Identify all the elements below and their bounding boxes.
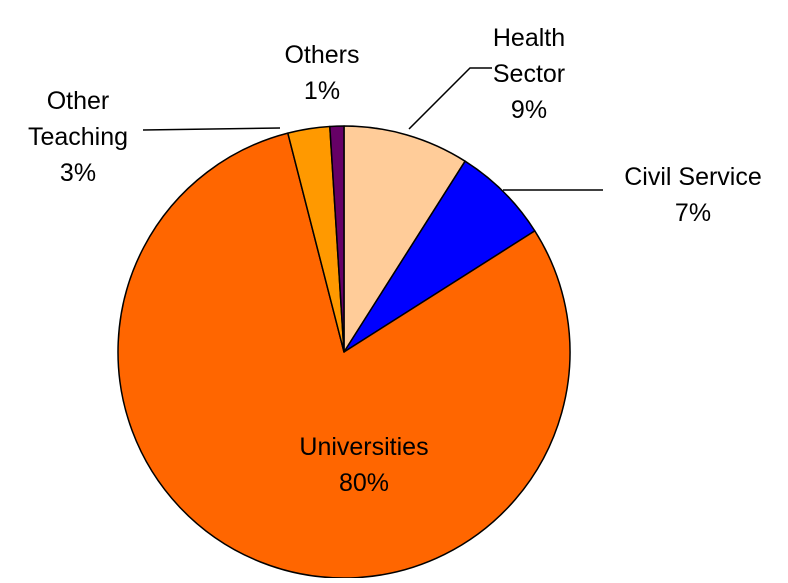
pie-slice-health-sector [343,125,466,353]
leader-line-health-sector [408,67,492,130]
data-label-category: Civil Service [624,163,762,191]
data-label-category: Teaching [28,123,128,151]
data-label-category: Health [493,24,565,52]
labels-layer: Health Sector 9% Civil Service 7% Universitie… [28,24,762,497]
data-label-other-teaching: Other Teaching 3% [28,87,128,187]
leader-line-other-teaching [142,127,281,131]
data-label-percent: 80% [339,469,389,497]
data-label-category: Sector [493,60,565,88]
leader-lines-layer [142,67,603,191]
data-label-percent: 3% [60,159,96,187]
slices-layer [117,125,571,579]
data-label-civil-service: Civil Service 7% [624,163,762,227]
data-label-percent: 1% [304,77,340,105]
data-label-percent: 9% [511,96,547,124]
data-label-category: Universities [299,433,428,461]
data-label-percent: 7% [675,199,711,227]
pie-slice-universities [117,132,571,579]
data-label-others: Others 1% [284,41,359,105]
data-label-category: Others [284,41,359,69]
pie-slice-others [329,125,345,353]
data-label-health-sector: Health Sector 9% [493,24,565,124]
data-label-universities: Universities 80% [299,433,428,497]
data-label-category: Other [47,87,110,115]
